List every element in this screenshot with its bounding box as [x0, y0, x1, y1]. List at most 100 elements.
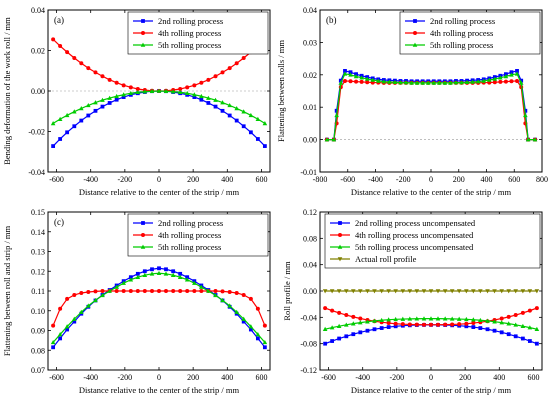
data-point [358, 316, 363, 321]
data-point [248, 130, 253, 135]
data-point [358, 320, 363, 325]
data-point [499, 289, 504, 294]
y-tick-label: 0.00 [31, 87, 45, 96]
data-point [514, 71, 520, 76]
x-tick-label: -600 [49, 373, 64, 382]
data-point [79, 290, 84, 295]
series-line [326, 80, 536, 141]
y-tick-label: 0.00 [303, 287, 317, 296]
data-point [121, 289, 126, 293]
data-point [503, 74, 509, 79]
data-point [387, 79, 392, 84]
data-point [171, 269, 176, 274]
data-point [485, 289, 490, 294]
data-point [170, 89, 176, 94]
data-point [192, 289, 197, 293]
data-point [379, 317, 384, 323]
data-point [534, 326, 540, 331]
data-point [337, 310, 342, 315]
data-point [93, 108, 98, 113]
series-4 [322, 289, 540, 294]
legend-swatch-marker [413, 31, 417, 35]
data-point [192, 92, 197, 97]
data-point [142, 289, 147, 293]
data-point [206, 288, 211, 293]
panel-label: (b) [326, 15, 337, 25]
data-point [220, 100, 225, 105]
data-point [58, 306, 63, 311]
data-point [515, 78, 520, 83]
data-point [409, 80, 414, 85]
series-3 [324, 71, 538, 142]
data-point [509, 79, 514, 84]
legend-swatch-marker [337, 244, 343, 249]
data-point [428, 289, 434, 294]
data-point [93, 289, 98, 294]
data-point [324, 137, 330, 142]
data-point [443, 322, 448, 327]
data-point [93, 70, 98, 75]
data-point [100, 74, 105, 79]
chart-panel-2: -800 -600 -400 -200 0 200 400 600 800 -0.01 0.00 0.… [276, 6, 548, 197]
data-point [128, 289, 133, 293]
data-point [400, 322, 405, 327]
data-point [199, 284, 204, 289]
data-point [527, 289, 533, 294]
series-line [52, 267, 266, 348]
data-point [464, 324, 469, 329]
data-point [64, 112, 70, 118]
data-point [135, 289, 140, 293]
data-point [220, 289, 225, 294]
data-point [142, 272, 148, 277]
data-point [358, 289, 363, 294]
data-point [509, 72, 514, 77]
data-point [370, 77, 376, 82]
data-point [234, 106, 239, 111]
data-point [178, 289, 183, 293]
data-point [471, 325, 476, 329]
data-point [50, 121, 56, 126]
data-point [498, 79, 503, 84]
series-3 [50, 88, 268, 126]
y-tick-label: 0.12 [303, 208, 317, 217]
data-point [58, 336, 63, 341]
y-tick-label: -0.01 [300, 168, 317, 177]
data-point [459, 80, 464, 85]
data-point [255, 116, 261, 121]
series-line [326, 73, 536, 141]
data-point [342, 78, 347, 83]
data-point [464, 289, 469, 294]
data-point [348, 72, 353, 77]
data-point [51, 144, 56, 148]
y-tick-label: 0.08 [303, 234, 317, 243]
x-tick-label: -400 [83, 373, 98, 382]
x-tick-label: 600 [508, 175, 520, 184]
data-point [343, 322, 349, 327]
series-line [52, 90, 266, 147]
data-point [107, 288, 112, 293]
data-point [425, 80, 431, 85]
data-point [164, 289, 169, 293]
data-point [114, 289, 119, 293]
legend-swatch-marker [413, 19, 417, 23]
y-tick-label: -0.02 [28, 128, 45, 137]
data-point [150, 267, 154, 272]
data-point [448, 80, 453, 85]
data-point [437, 80, 442, 85]
data-point [330, 339, 335, 343]
data-point [478, 317, 483, 323]
legend-swatch-marker [141, 19, 145, 23]
data-point [65, 130, 70, 135]
x-tick-label: 0 [429, 373, 433, 382]
data-point [421, 289, 427, 294]
data-point [414, 322, 419, 327]
data-point [206, 95, 211, 100]
data-point [478, 326, 483, 330]
data-point [534, 306, 539, 311]
x-tick-label: -600 [321, 373, 336, 382]
data-point [379, 326, 384, 330]
data-point [381, 79, 387, 84]
x-tick-label: 400 [221, 373, 233, 382]
y-tick-label: 0.07 [31, 366, 45, 375]
legend-swatch-marker [140, 244, 146, 249]
